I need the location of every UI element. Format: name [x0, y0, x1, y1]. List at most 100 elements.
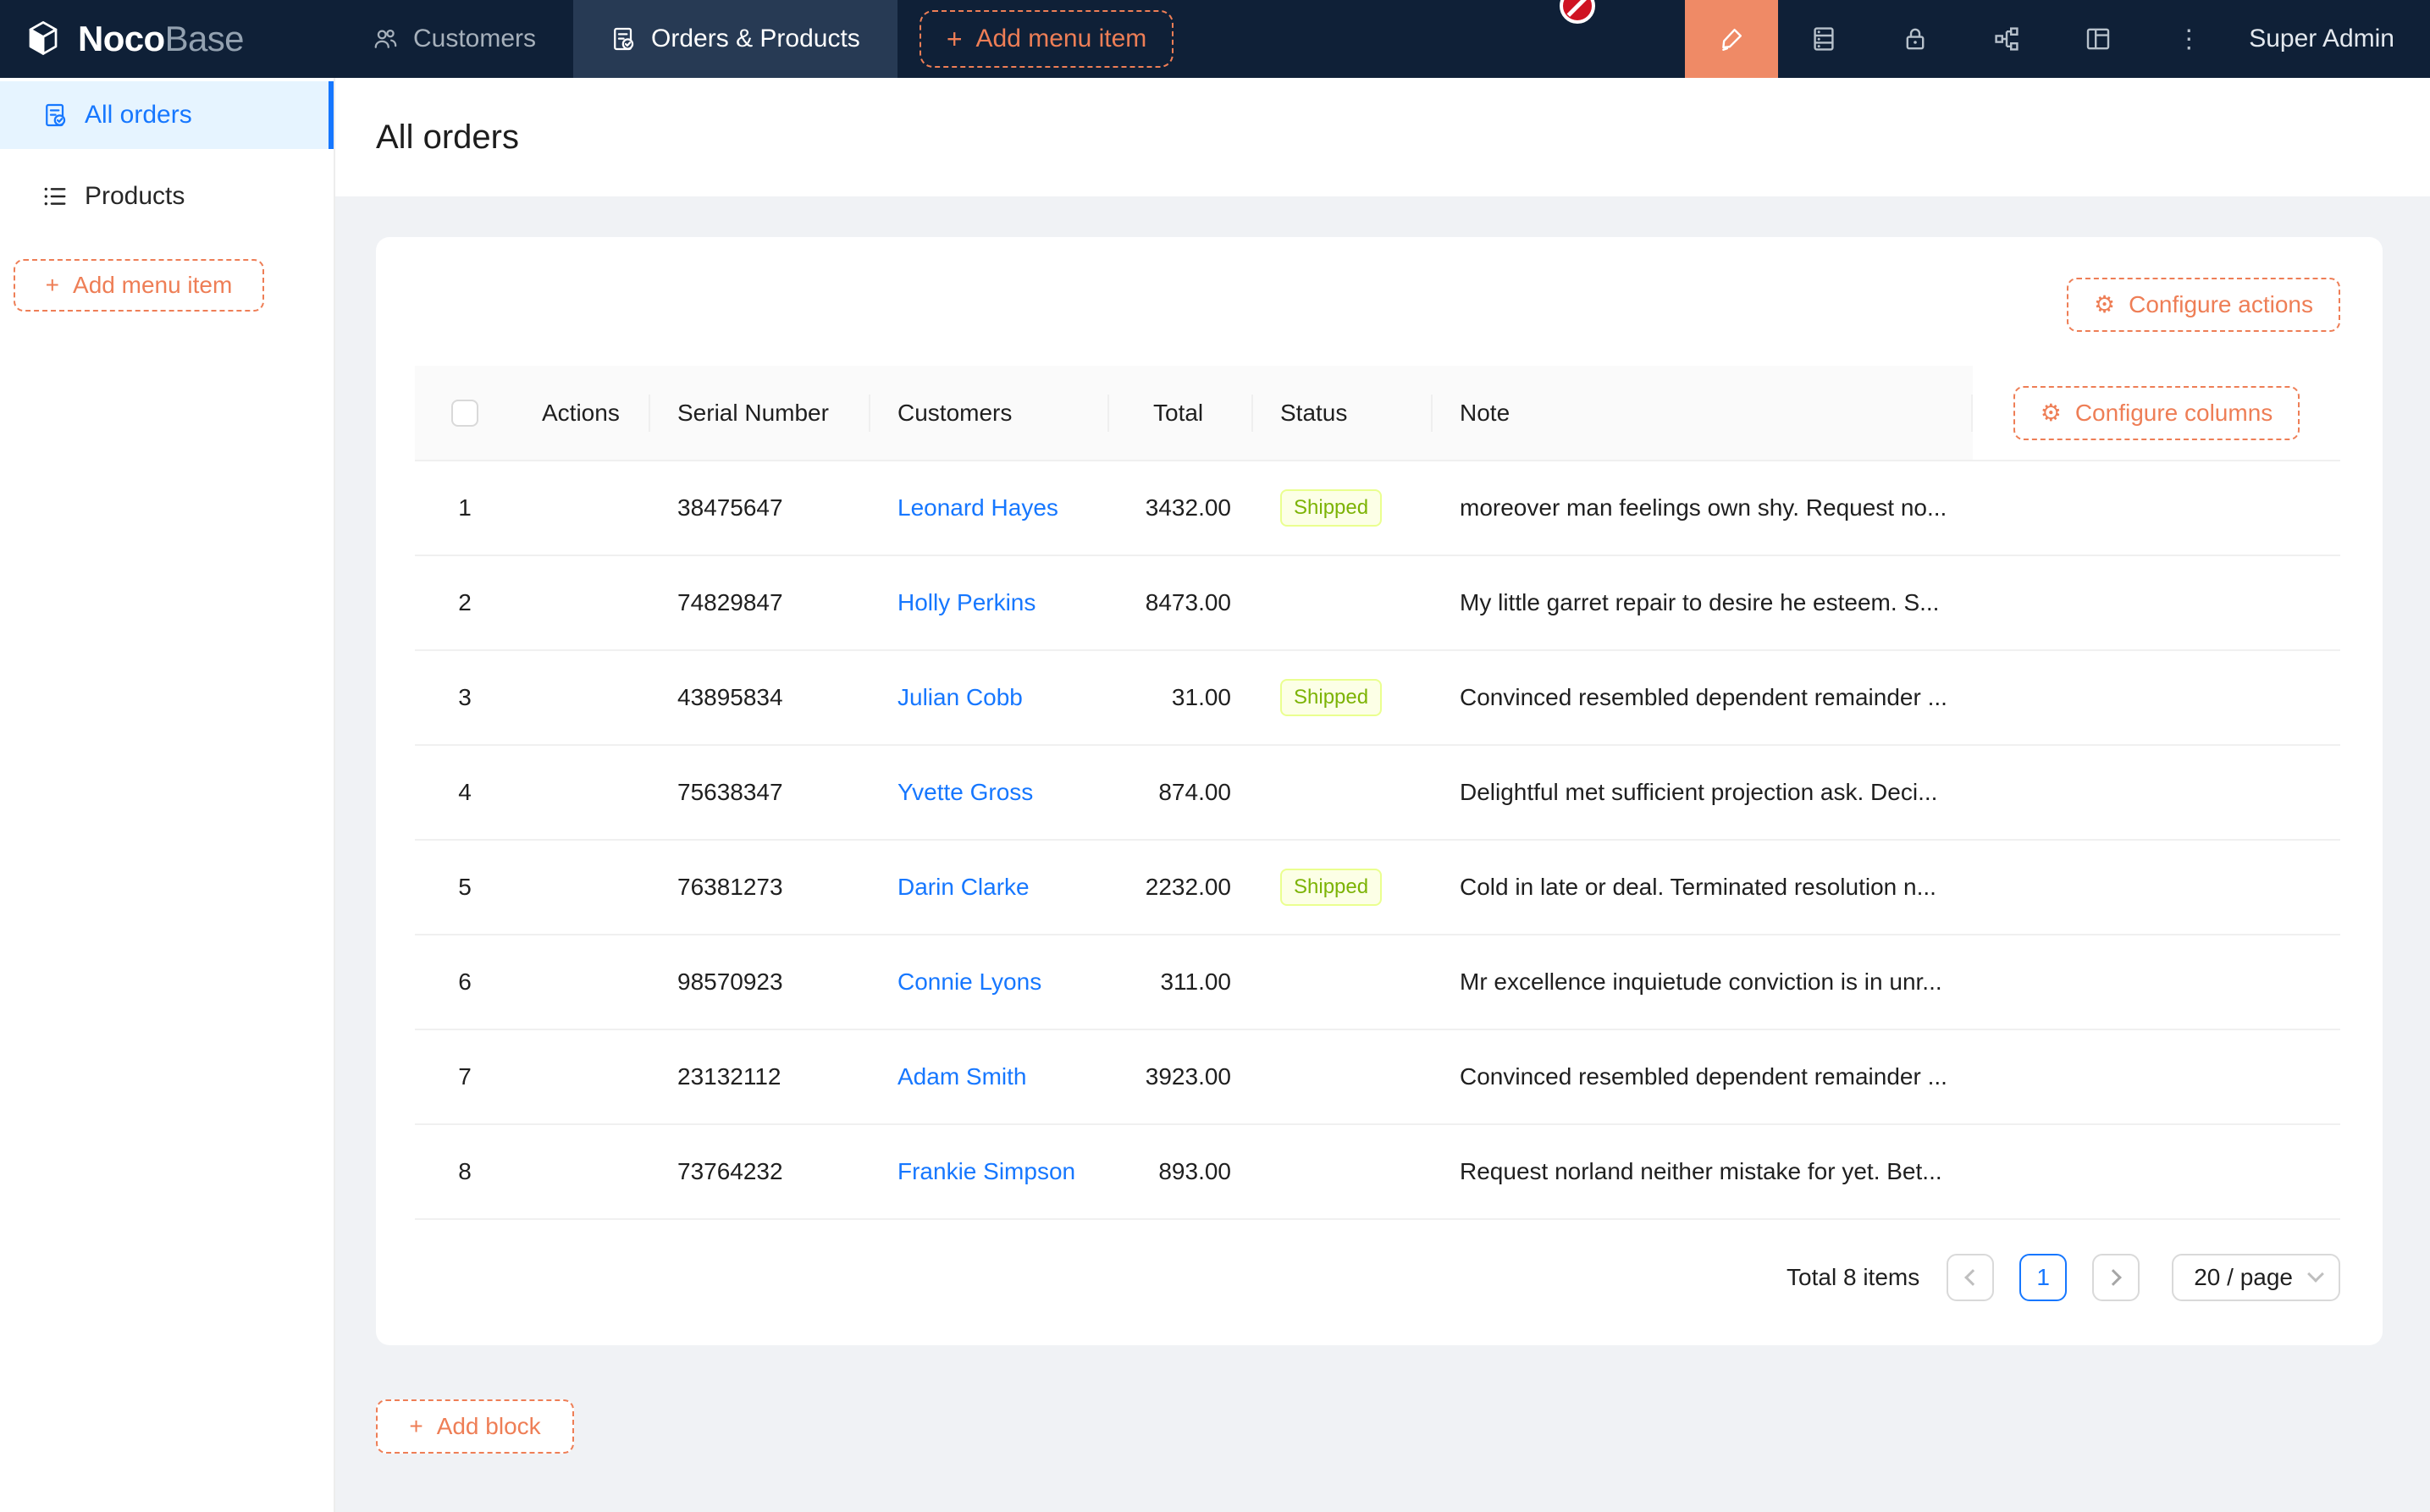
pagination: Total 8 items 1 20 / page: [415, 1254, 2340, 1301]
status-cell: [1253, 745, 1433, 841]
more-actions-button[interactable]: ⋮: [2144, 0, 2235, 78]
orders-table-card: ⚙ Configure actions Actions: [376, 237, 2383, 1345]
access-control-button[interactable]: [1869, 0, 1961, 78]
select-all-header: [415, 366, 515, 461]
row-actions-cell: [515, 1124, 650, 1220]
sidebar-item-all-orders[interactable]: All orders: [0, 81, 334, 149]
total-cell: 3432.00: [1109, 461, 1253, 556]
next-page-button[interactable]: [2092, 1254, 2140, 1301]
sidebar-add-menu-item-button[interactable]: + Add menu item: [14, 259, 264, 312]
plugin-settings-button[interactable]: [2052, 0, 2144, 78]
select-all-checkbox[interactable]: [451, 400, 478, 428]
customer-link[interactable]: Leonard Hayes: [897, 494, 1058, 521]
note-cell: Mr excellence inquietude conviction is i…: [1433, 935, 2340, 1030]
status-cell: [1253, 935, 1433, 1030]
chevron-down-icon: [2307, 1266, 2324, 1283]
note-cell: My little garret repair to desire he est…: [1433, 555, 2340, 651]
row-actions-cell: [515, 935, 650, 1030]
total-cell: 874.00: [1109, 745, 1253, 841]
card-toolbar: ⚙ Configure actions: [415, 278, 2340, 332]
status-badge: Shipped: [1280, 489, 1383, 527]
row-actions-cell: [515, 650, 650, 746]
row-actions-cell: [515, 461, 650, 556]
page-size-select[interactable]: 20 / page: [2172, 1254, 2340, 1301]
status-cell: Shipped: [1253, 840, 1433, 935]
gear-icon: ⚙: [2093, 290, 2116, 318]
row-actions-cell: [515, 745, 650, 841]
row-index: 4: [458, 779, 472, 805]
sidebar-item-products[interactable]: Products: [0, 163, 334, 230]
pagination-total: Total 8 items: [1787, 1264, 1920, 1290]
header-note: Note: [1433, 366, 1973, 461]
header-total: Total: [1109, 366, 1253, 461]
total-cell: 31.00: [1109, 650, 1253, 746]
customer-link[interactable]: Frankie Simpson: [897, 1158, 1076, 1184]
row-actions-cell: [515, 840, 650, 935]
partition-icon: [1993, 25, 2020, 52]
page-1-button[interactable]: 1: [2019, 1254, 2068, 1301]
database-icon: [1810, 25, 1837, 52]
sidebar: All orders Products + Add menu item: [0, 78, 335, 1512]
header-status: Status: [1253, 366, 1433, 461]
status-cell: Shipped: [1253, 461, 1433, 556]
serial-number-cell: 73764232: [650, 1124, 870, 1220]
cube-logo-icon: [22, 18, 64, 60]
customer-link[interactable]: Julian Cobb: [897, 684, 1023, 710]
user-menu[interactable]: Super Admin: [2249, 25, 2394, 52]
configure-columns-button[interactable]: ⚙ Configure columns: [2013, 385, 2300, 440]
serial-number-cell: 98570923: [650, 935, 870, 1030]
sidebar-item-label: Products: [85, 182, 185, 210]
layout-icon: [2085, 25, 2112, 52]
customer-link[interactable]: Adam Smith: [897, 1063, 1027, 1090]
status-cell: Shipped: [1253, 650, 1433, 746]
table-row: 5 76381273 Darin Clarke 2232.00 Shipped …: [415, 840, 2340, 935]
chevron-left-icon: [1964, 1269, 1982, 1286]
file-done-icon: [42, 102, 68, 128]
ui-editor-button[interactable]: [1685, 0, 1779, 78]
total-cell: 893.00: [1109, 1124, 1253, 1220]
customer-link[interactable]: Yvette Gross: [897, 779, 1034, 805]
ellipsis-icon: ⋮: [2176, 25, 2204, 53]
customer-link[interactable]: Holly Perkins: [897, 589, 1036, 615]
prev-page-button[interactable]: [1947, 1254, 1995, 1301]
row-index: 6: [458, 968, 472, 995]
tab-orders-products[interactable]: Orders & Products: [573, 0, 897, 78]
content-area: ⚙ Configure actions Actions: [335, 196, 2430, 1512]
status-badge: Shipped: [1280, 679, 1383, 716]
note-cell: Cold in late or deal. Terminated resolut…: [1433, 840, 2340, 935]
customer-link[interactable]: Darin Clarke: [897, 874, 1030, 900]
total-cell: 2232.00: [1109, 840, 1253, 935]
header-serial-number: Serial Number: [650, 366, 870, 461]
configure-actions-button[interactable]: ⚙ Configure actions: [2066, 278, 2340, 332]
tab-label: Orders & Products: [651, 25, 860, 52]
navbar-actions: ⋮ Super Admin: [1685, 0, 2430, 78]
file-done-icon: [610, 26, 636, 52]
row-actions-cell: [515, 555, 650, 651]
unordered-list-icon: [42, 184, 68, 209]
workflow-button[interactable]: [1961, 0, 2052, 78]
note-cell: moreover man feelings own shy. Request n…: [1433, 461, 2340, 556]
serial-number-cell: 74829847: [650, 555, 870, 651]
status-cell: [1253, 1029, 1433, 1125]
tab-label: Customers: [413, 25, 537, 52]
add-menu-item-button[interactable]: + Add menu item: [919, 10, 1174, 68]
customer-link[interactable]: Connie Lyons: [897, 968, 1042, 995]
gear-icon: ⚙: [2040, 398, 2062, 427]
table-row: 8 73764232 Frankie Simpson 893.00 Reques…: [415, 1124, 2340, 1220]
total-cell: 311.00: [1109, 935, 1253, 1030]
add-block-button[interactable]: + Add block: [376, 1399, 574, 1454]
table-row: 2 74829847 Holly Perkins 8473.00 My litt…: [415, 555, 2340, 651]
total-cell: 3923.00: [1109, 1029, 1253, 1125]
team-icon: [373, 26, 398, 52]
nocobase-logo[interactable]: NocoBase: [0, 0, 335, 78]
brand-text: NocoBase: [78, 19, 245, 58]
status-cell: [1253, 1124, 1433, 1220]
row-index: 5: [458, 874, 472, 900]
status-badge: Shipped: [1280, 869, 1383, 906]
data-source-button[interactable]: [1778, 0, 1869, 78]
top-navbar: NocoBase Customers Orders & Products + A…: [0, 0, 2430, 78]
orders-table: Actions Serial Number Customers Total St…: [415, 366, 2340, 1220]
tab-customers[interactable]: Customers: [335, 0, 573, 78]
table-row: 3 43895834 Julian Cobb 31.00 Shipped Con…: [415, 650, 2340, 746]
main-area: All orders ⚙ Configure actions: [335, 78, 2430, 1512]
